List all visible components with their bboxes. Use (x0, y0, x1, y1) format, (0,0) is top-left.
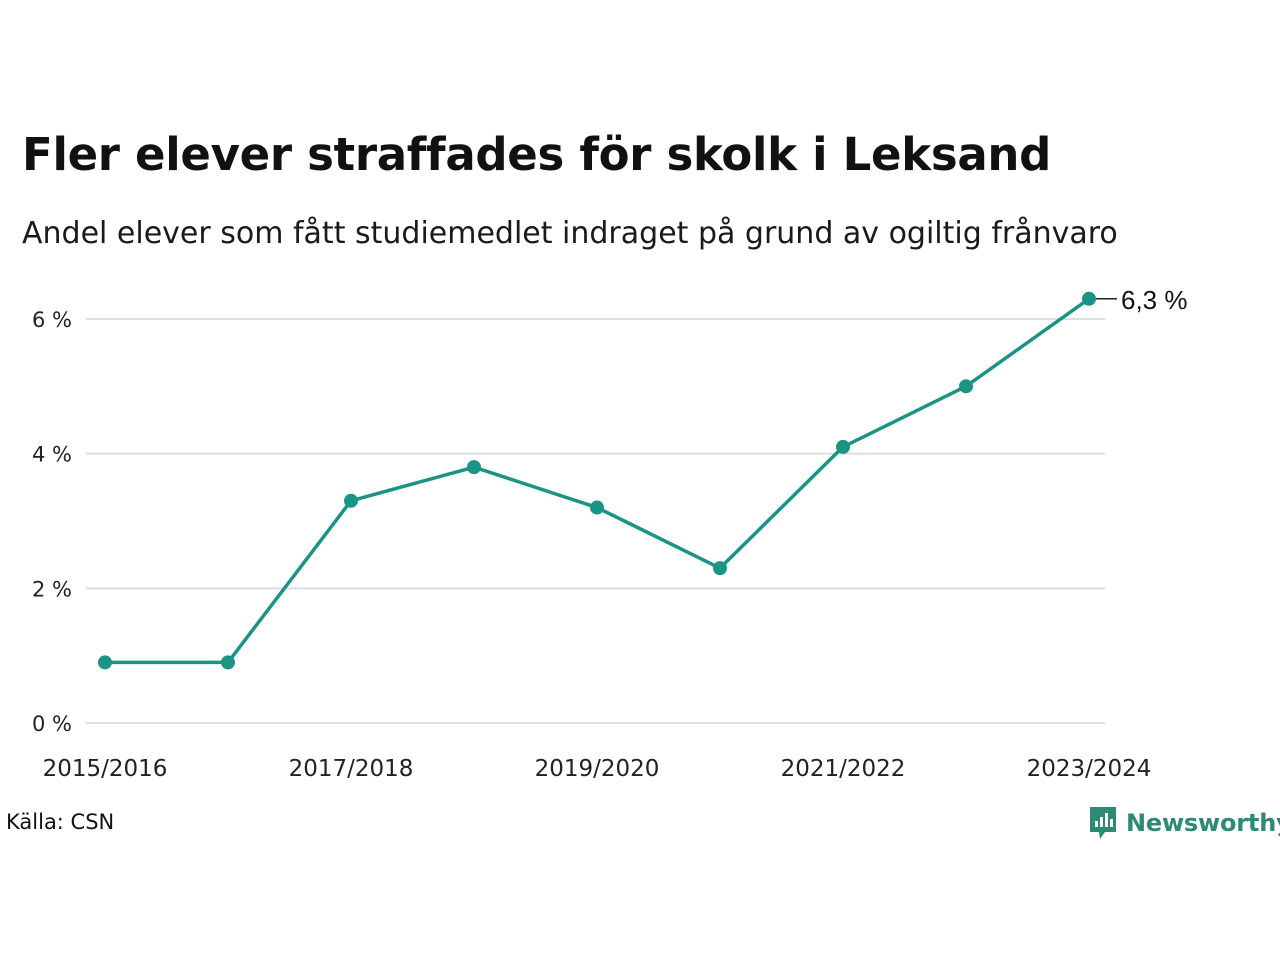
x-tick-label: 2017/2018 (289, 756, 414, 782)
newsworthy-logo-icon (1090, 807, 1116, 839)
data-point (590, 500, 604, 515)
brand-logo: Newsworthy (1088, 805, 1280, 841)
x-axis-ticks: 2015/2016 2017/2018 2019/2020 2021/2022 2023… (43, 756, 1152, 782)
x-tick-label: 2019/2020 (535, 756, 660, 782)
y-tick-label: 0 % (32, 712, 72, 736)
data-point (98, 655, 112, 670)
end-annotation: 6,3 % (1096, 285, 1188, 315)
series-line-path (103, 297, 1091, 665)
y-tick-label: 2 % (32, 577, 72, 601)
data-point (713, 561, 727, 576)
data-point (467, 460, 481, 475)
y-tick-label: 4 % (32, 443, 72, 467)
grid-lines (86, 318, 1105, 724)
data-point (1082, 291, 1096, 306)
x-tick-label: 2015/2016 (43, 756, 168, 782)
y-tick-label: 6 % (32, 308, 72, 332)
source-note: Källa: CSN (6, 810, 115, 834)
data-point (221, 655, 235, 670)
y-axis-ticks: 0 % 2 % 4 % 6 % (32, 308, 72, 736)
end-value-label: 6,3 % (1121, 285, 1188, 315)
series-line (103, 297, 1091, 665)
chart-subtitle: Andel elever som fått studiemedlet indra… (22, 216, 1118, 251)
brand-name: Newsworthy (1126, 809, 1280, 837)
series-points (98, 291, 1096, 670)
data-point (344, 493, 358, 508)
data-point (836, 439, 850, 454)
x-tick-label: 2021/2022 (781, 756, 906, 782)
x-tick-label: 2023/2024 (1027, 756, 1152, 782)
data-point (959, 379, 973, 394)
chart-title: Fler elever straffades för skolk i Leksa… (22, 128, 1052, 181)
